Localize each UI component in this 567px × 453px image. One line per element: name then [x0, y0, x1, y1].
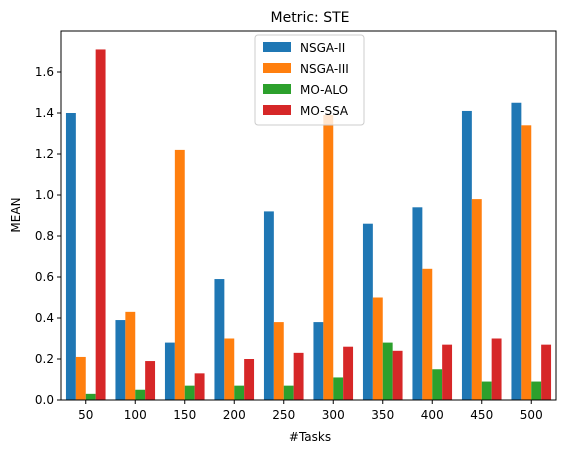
bar-nsga-ii-350	[362, 223, 373, 400]
y-tick-label: 0.8	[35, 229, 54, 243]
bar-mo-alo-350	[382, 342, 393, 400]
x-axis-label: #Tasks	[289, 430, 331, 444]
y-axis-label: MEAN	[9, 197, 23, 232]
bar-nsga-ii-400	[412, 207, 423, 400]
bar-mo-alo-400	[432, 369, 443, 400]
bar-nsga-iii-150	[174, 149, 185, 400]
bar-nsga-iii-500	[521, 125, 532, 401]
x-tick-label: 350	[371, 408, 394, 422]
bar-mo-ssa-400	[442, 344, 453, 400]
bar-mo-ssa-50	[95, 49, 106, 400]
legend-swatch	[263, 105, 291, 115]
legend-swatch	[263, 63, 291, 73]
x-tick-label: 250	[272, 408, 295, 422]
bar-nsga-iii-100	[125, 311, 136, 400]
y-tick-label: 0.0	[35, 393, 54, 407]
legend-swatch	[263, 42, 291, 52]
bar-mo-alo-300	[333, 377, 344, 400]
y-tick-label: 1.0	[35, 188, 54, 202]
y-tick-label: 1.6	[35, 65, 54, 79]
bar-mo-alo-500	[531, 381, 542, 400]
bar-nsga-ii-500	[511, 102, 522, 400]
bar-mo-ssa-450	[491, 338, 502, 400]
bar-nsga-ii-250	[263, 211, 274, 400]
bar-mo-ssa-200	[244, 359, 255, 400]
x-tick-label: 100	[124, 408, 147, 422]
plot-frame	[60, 30, 557, 401]
y-tick-label: 0.6	[35, 270, 54, 284]
legend-label: NSGA-III	[300, 62, 349, 76]
bar-nsga-ii-150	[164, 342, 175, 400]
bar-nsga-iii-400	[422, 268, 433, 400]
x-tick-label: 150	[173, 408, 196, 422]
bar-mo-alo-200	[234, 385, 245, 400]
axes-layer: 0.0 0.2 0.4 0.6 0.8 1.0 1.2 1.4 1.6 50 100 150 200 25…	[35, 30, 557, 422]
y-tick-label: 1.4	[35, 106, 54, 120]
bar-mo-ssa-300	[343, 346, 354, 400]
bar-mo-alo-100	[135, 389, 146, 400]
bar-nsga-iii-250	[273, 322, 284, 400]
x-tick-label: 50	[78, 408, 93, 422]
bar-nsga-iii-50	[75, 356, 86, 400]
y-tick-label: 0.2	[35, 352, 54, 366]
bar-nsga-ii-200	[214, 279, 225, 400]
legend-label: NSGA-II	[300, 41, 345, 55]
chart-title: Metric: STE	[271, 10, 350, 26]
bar-nsga-ii-50	[65, 113, 76, 400]
y-tick-label: 1.2	[35, 147, 54, 161]
x-tick-label: 400	[421, 408, 444, 422]
bar-nsga-iii-450	[471, 199, 482, 400]
x-tick-label: 500	[520, 408, 543, 422]
bar-nsga-ii-100	[115, 320, 126, 400]
bar-mo-alo-150	[184, 385, 195, 400]
bar-nsga-ii-300	[313, 322, 324, 400]
bar-nsga-ii-450	[461, 110, 472, 400]
bar-mo-alo-450	[481, 381, 492, 400]
x-tick-label: 450	[470, 408, 493, 422]
bar-mo-ssa-100	[145, 361, 156, 400]
bar-mo-alo-250	[283, 385, 294, 400]
bar-mo-ssa-150	[194, 373, 205, 400]
x-tick-label: 300	[322, 408, 345, 422]
bar-mo-ssa-250	[293, 352, 304, 400]
x-tick-label: 200	[223, 408, 246, 422]
legend: NSGA-II NSGA-III MO-ALO MO-SSA	[254, 34, 365, 126]
bar-mo-alo-50	[85, 393, 96, 400]
bar-mo-ssa-500	[541, 344, 552, 400]
bars-layer	[65, 49, 552, 401]
bar-mo-ssa-350	[392, 350, 403, 400]
legend-swatch	[263, 84, 291, 94]
bar-nsga-iii-350	[372, 297, 383, 400]
bar-nsga-iii-200	[224, 338, 235, 400]
legend-label: MO-ALO	[300, 83, 348, 97]
legend-label: MO-SSA	[300, 104, 349, 118]
y-tick-label: 0.4	[35, 311, 54, 325]
bar-nsga-iii-300	[323, 115, 334, 401]
legend-box	[254, 34, 365, 126]
